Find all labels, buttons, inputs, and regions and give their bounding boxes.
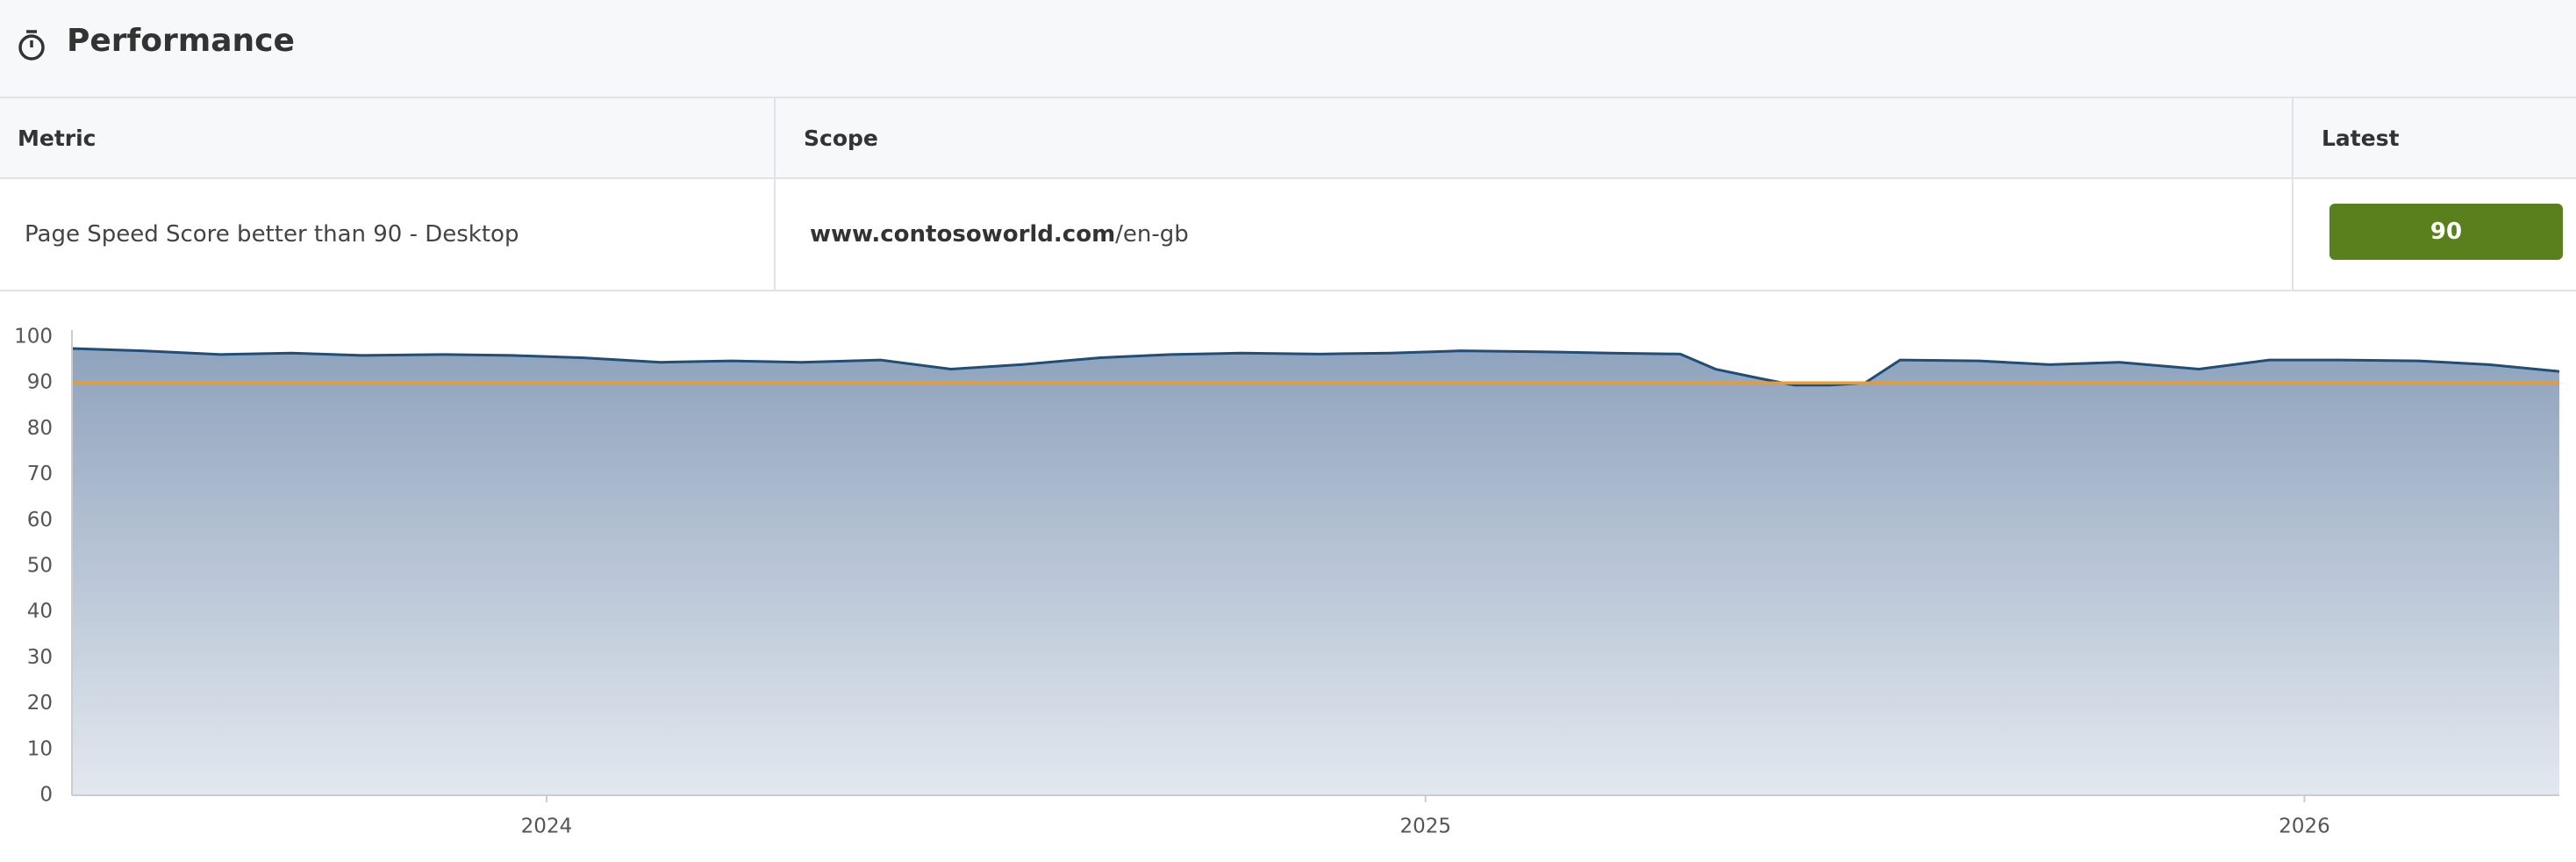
column-header: Metric	[18, 125, 97, 151]
column-separator	[2292, 98, 2293, 290]
y-tick-label: 50	[27, 555, 53, 578]
y-tick-label: 90	[27, 371, 53, 394]
latest-badge: 90	[2329, 204, 2563, 260]
area	[72, 348, 2559, 795]
line	[71, 347, 2560, 387]
y-tick-label: 80	[27, 417, 53, 440]
panel-title: Performance	[67, 23, 295, 59]
table-row[interactable]: Page Speed Score better than 90 - Deskto…	[0, 179, 2576, 291]
x-tick-label: 2025	[1399, 815, 1451, 838]
table-header: Metric Scope Latest	[0, 98, 2576, 179]
scope-path: /en-gb	[1115, 221, 1189, 248]
column-header: Latest	[2322, 125, 2400, 151]
stopwatch-icon	[18, 30, 45, 61]
y-tick-label: 10	[27, 737, 53, 760]
y-tick-label: 30	[27, 646, 53, 669]
y-tick-label: 0	[39, 784, 53, 807]
panel-header: Performance	[0, 0, 2576, 98]
scope-host: www.contosoworld.com	[810, 221, 1116, 248]
x-tick-label: 2024	[521, 815, 573, 838]
chart: 0 10 20 30 40 50 60 70 80 90 100 2024 2025 2026	[14, 326, 2560, 838]
x-tick-label: 2026	[2279, 815, 2330, 838]
y-tick-label: 40	[27, 600, 53, 623]
metric-name: Page Speed Score better than 90 - Deskto…	[25, 221, 519, 248]
column-separator	[774, 98, 776, 290]
y-tick-label: 60	[27, 508, 53, 531]
y-tick-label: 20	[27, 692, 53, 715]
column-header: Scope	[804, 125, 878, 151]
y-tick-label: 70	[27, 463, 53, 485]
y-tick-label: 100	[14, 326, 53, 348]
